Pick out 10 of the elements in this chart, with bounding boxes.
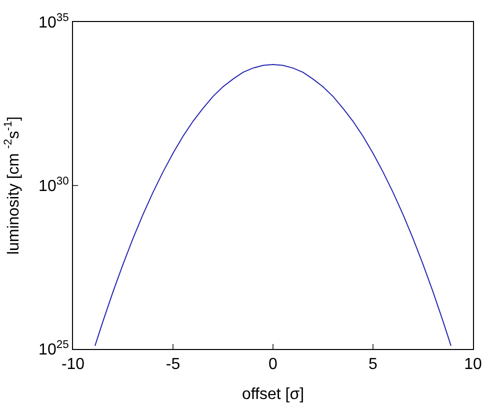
x-tick-label: 10 (464, 356, 482, 374)
x-tick-label: 0 (268, 356, 278, 374)
x-axis-title: offset [σ] (242, 386, 304, 403)
y-tick-label: 10$^{30}$ (38, 175, 69, 196)
y-tick-label: 10$^{35}$ (38, 12, 69, 32)
y-tick-label: 10$^{25}$ (38, 338, 69, 359)
line-series (94, 64, 452, 346)
x-tick-label: -10 (61, 356, 85, 374)
x-tick-label: 5 (368, 356, 378, 374)
x-tick-label: -5 (166, 356, 180, 374)
